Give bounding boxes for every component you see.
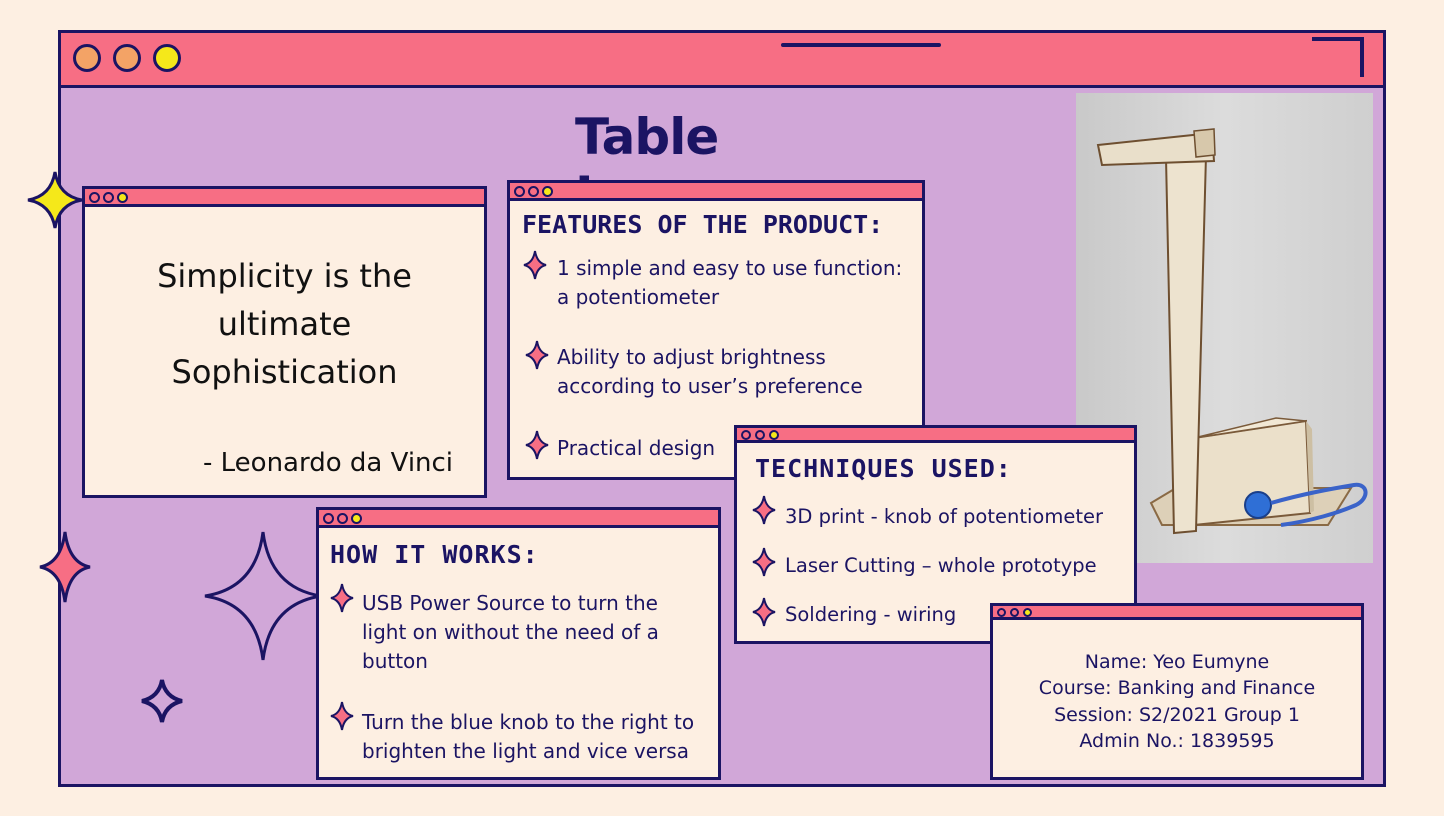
- sparkle-icon: [330, 701, 354, 731]
- table-lamp-photo: [1076, 93, 1373, 563]
- quote-author: - Leonardo da Vinci: [203, 448, 454, 478]
- window-dot: [89, 192, 100, 203]
- sparkle-icon: [525, 430, 549, 460]
- features-heading: FEATURES OF THE PRODUCT:: [522, 210, 884, 239]
- pink-sparkle-icon: [39, 531, 91, 603]
- student-course: Course: Banking and Finance: [1038, 677, 1316, 699]
- title-bar-line: [781, 43, 941, 47]
- window-dot: [1023, 608, 1032, 617]
- technique-item-1: 3D print - knob of potentiometer: [785, 505, 1103, 528]
- feature-item-2-line-1: Ability to adjust brightness: [557, 345, 826, 369]
- window-dot: [103, 192, 114, 203]
- how-item-1-line-2: light on without the need of a: [362, 620, 659, 644]
- how-item-1-line-3: button: [362, 649, 428, 673]
- feature-item-2-line-2: according to user’s preference: [557, 374, 863, 398]
- feature-item-3: Practical design: [557, 436, 716, 460]
- window-dot: [337, 513, 348, 524]
- window-dot: [351, 513, 362, 524]
- window-dot: [1010, 608, 1019, 617]
- title-bar-corner: [1312, 37, 1364, 77]
- features-window-bar: [510, 183, 922, 201]
- how-it-works-heading: HOW IT WORKS:: [330, 540, 539, 569]
- outline-sparkle-icon: [204, 531, 322, 661]
- quote-line-1: Simplicity is the: [157, 257, 412, 295]
- window-dot: [117, 192, 128, 203]
- how-it-works-window-bar: [319, 510, 718, 528]
- quote-line-2: ultimate: [217, 305, 352, 343]
- page-title: Table Lamp: [575, 108, 726, 224]
- student-info-window: Name: Yeo Eumyne Course: Banking and Fin…: [990, 603, 1364, 780]
- student-session: Session: S2/2021 Group 1: [1054, 704, 1300, 726]
- quote-window: Simplicity is the ultimate Sophisticatio…: [82, 186, 487, 498]
- window-dot: [528, 186, 539, 197]
- technique-item-3: Soldering - wiring: [785, 603, 957, 626]
- window-dot-2: [113, 44, 141, 72]
- feature-item-1-line-1: 1 simple and easy to use function:: [557, 256, 903, 280]
- sparkle-icon: [330, 583, 354, 613]
- window-dot: [323, 513, 334, 524]
- sparkle-icon: [525, 340, 549, 370]
- window-dot-3: [153, 44, 181, 72]
- student-name: Name: Yeo Eumyne: [1084, 651, 1270, 673]
- window-dot: [542, 186, 553, 197]
- techniques-window-bar: [737, 428, 1134, 443]
- technique-item-2: Laser Cutting – whole prototype: [785, 554, 1097, 577]
- how-it-works-window: HOW IT WORKS: USB Power Source to turn t…: [316, 507, 721, 780]
- how-item-2-line-1: Turn the blue knob to the right to: [362, 710, 695, 734]
- window-dot: [755, 430, 765, 440]
- student-admin-number: Admin No.: 1839595: [1079, 730, 1275, 752]
- quote-line-3: Sophistication: [171, 353, 398, 391]
- window-dot-1: [73, 44, 101, 72]
- sparkle-icon: [752, 597, 776, 627]
- how-item-1-line-1: USB Power Source to turn the: [362, 591, 658, 615]
- window-dot: [997, 608, 1006, 617]
- how-item-2-line-2: brighten the light and vice versa: [362, 739, 689, 763]
- sparkle-icon: [523, 250, 547, 280]
- window-dot: [514, 186, 525, 197]
- quote-window-bar: [85, 189, 484, 207]
- yellow-sparkle-icon: [27, 171, 83, 229]
- small-sparkle-icon: [141, 679, 183, 723]
- feature-item-1-line-2: a potentiometer: [557, 285, 720, 309]
- student-info-window-bar: [993, 606, 1361, 620]
- window-title-bar: [61, 33, 1383, 88]
- window-dot: [741, 430, 751, 440]
- techniques-heading: TECHNIQUES USED:: [755, 454, 1012, 483]
- sparkle-icon: [752, 547, 776, 577]
- window-dot: [769, 430, 779, 440]
- sparkle-icon: [752, 495, 776, 525]
